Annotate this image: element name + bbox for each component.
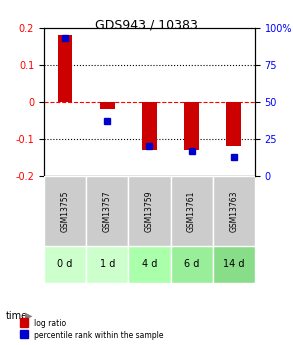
Text: GSM13755: GSM13755 <box>61 190 69 232</box>
Text: 6 d: 6 d <box>184 259 199 269</box>
FancyBboxPatch shape <box>86 176 128 246</box>
Bar <box>142 102 157 150</box>
Text: time: time <box>6 311 28 321</box>
Text: 0 d: 0 d <box>57 259 73 269</box>
FancyBboxPatch shape <box>171 246 213 283</box>
FancyBboxPatch shape <box>128 246 171 283</box>
FancyBboxPatch shape <box>213 176 255 246</box>
Text: GSM13763: GSM13763 <box>229 190 238 232</box>
FancyBboxPatch shape <box>213 246 255 283</box>
Text: 14 d: 14 d <box>223 259 245 269</box>
Text: ▶: ▶ <box>25 311 33 321</box>
Bar <box>58 35 72 102</box>
FancyBboxPatch shape <box>86 246 128 283</box>
Text: GDS943 / 10383: GDS943 / 10383 <box>95 19 198 32</box>
Bar <box>100 102 115 109</box>
FancyBboxPatch shape <box>171 176 213 246</box>
Bar <box>226 102 241 146</box>
Bar <box>184 102 199 150</box>
FancyBboxPatch shape <box>128 176 171 246</box>
Legend: log ratio, percentile rank within the sample: log ratio, percentile rank within the sa… <box>18 318 165 341</box>
Text: GSM13757: GSM13757 <box>103 190 112 232</box>
Text: GSM13759: GSM13759 <box>145 190 154 232</box>
FancyBboxPatch shape <box>44 176 86 246</box>
Text: 4 d: 4 d <box>142 259 157 269</box>
FancyBboxPatch shape <box>44 246 86 283</box>
Text: 1 d: 1 d <box>100 259 115 269</box>
Text: GSM13761: GSM13761 <box>187 190 196 231</box>
